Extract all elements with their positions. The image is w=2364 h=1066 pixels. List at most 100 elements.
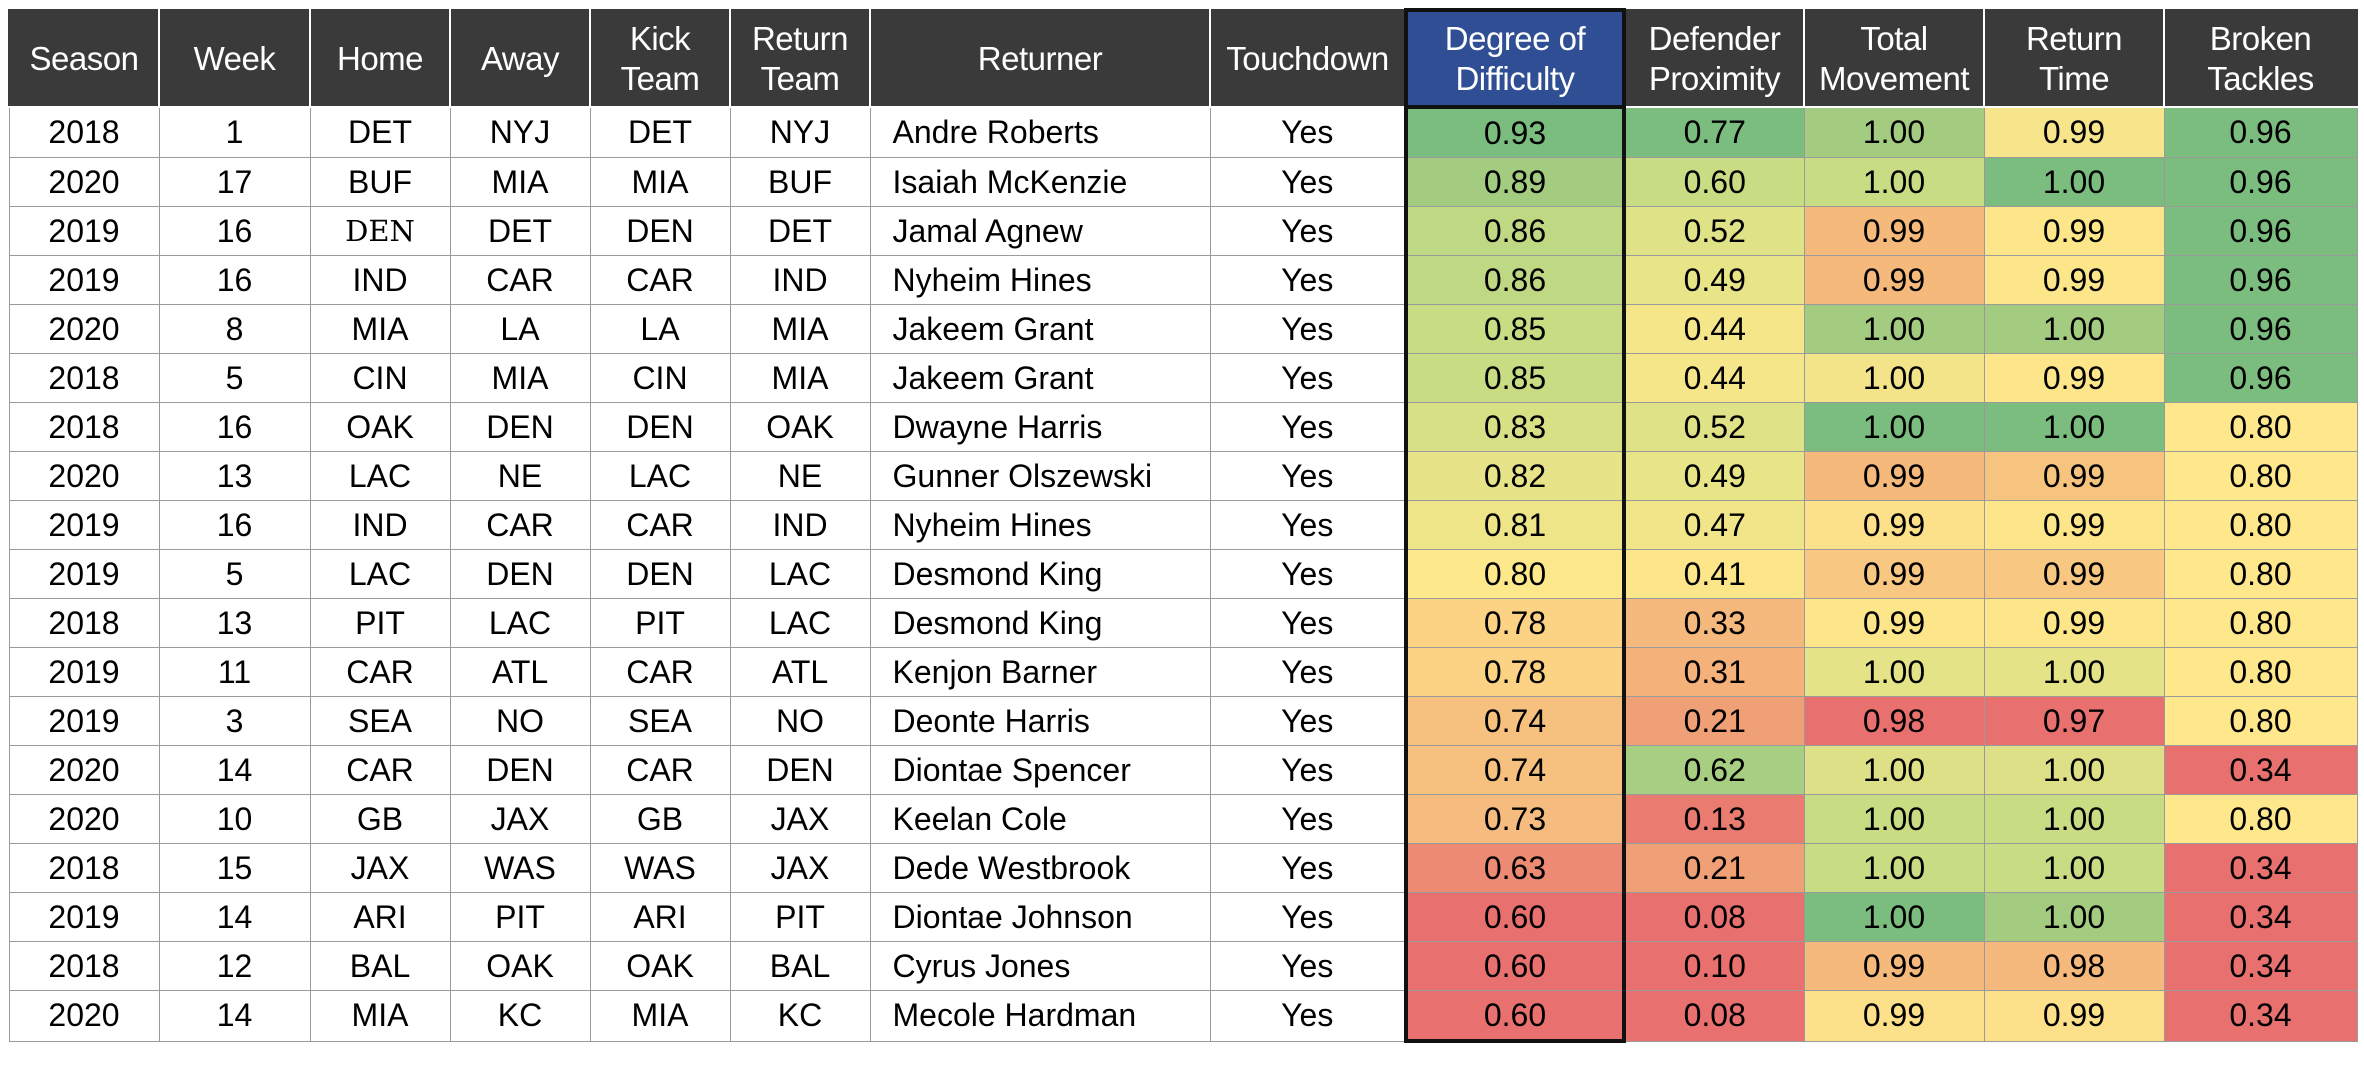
cell-total-movement: 1.00 xyxy=(1803,304,1985,354)
header-away[interactable]: Away xyxy=(449,9,591,108)
cell-home: SEA xyxy=(309,696,451,746)
cell-week: 14 xyxy=(158,745,311,795)
cell-return-time: 1.00 xyxy=(1983,892,2165,942)
cell-total-movement: 0.99 xyxy=(1803,941,1985,991)
cell-return-team: DET xyxy=(729,206,871,256)
cell-return-team: ATL xyxy=(729,647,871,697)
cell-defender-proximity: 0.08 xyxy=(1623,990,1805,1042)
cell-defender-proximity: 0.52 xyxy=(1623,206,1805,256)
cell-touchdown: Yes xyxy=(1209,990,1407,1042)
cell-returner: Kenjon Barner xyxy=(869,647,1211,697)
cell-defender-proximity: 0.49 xyxy=(1623,255,1805,305)
table-row: 2020 14 MIA KC MIA KC Mecole Hardman Yes 0.60 0.0… xyxy=(8,990,2358,1043)
cell-broken-tackles: 0.80 xyxy=(2163,402,2358,452)
cell-broken-tackles: 0.34 xyxy=(2163,745,2358,795)
cell-total-movement: 1.00 xyxy=(1803,745,1985,795)
cell-defender-proximity: 0.31 xyxy=(1623,647,1805,697)
cell-broken-tackles: 0.96 xyxy=(2163,157,2358,207)
cell-week: 13 xyxy=(158,598,311,648)
cell-home: MIA xyxy=(309,304,451,354)
cell-touchdown: Yes xyxy=(1209,892,1407,942)
cell-return-time: 0.99 xyxy=(1983,549,2165,599)
cell-away: DEN xyxy=(449,549,591,599)
cell-home: IND xyxy=(309,500,451,550)
cell-away: DEN xyxy=(449,745,591,795)
header-broken-tackles[interactable]: Broken Tackles xyxy=(2163,9,2358,108)
cell-touchdown: Yes xyxy=(1209,255,1407,305)
header-home[interactable]: Home xyxy=(309,9,451,108)
cell-broken-tackles: 0.80 xyxy=(2163,696,2358,746)
cell-week: 14 xyxy=(158,990,311,1042)
cell-return-time: 0.99 xyxy=(1983,598,2165,648)
cell-defender-proximity: 0.44 xyxy=(1623,353,1805,403)
cell-returner: Diontae Spencer xyxy=(869,745,1211,795)
cell-returner: Dede Westbrook xyxy=(869,843,1211,893)
cell-returner: Andre Roberts xyxy=(869,106,1211,158)
cell-away: MIA xyxy=(449,157,591,207)
cell-returner: Cyrus Jones xyxy=(869,941,1211,991)
cell-away: KC xyxy=(449,990,591,1042)
header-kick-team[interactable]: Kick Team xyxy=(589,9,731,108)
header-season[interactable]: Season xyxy=(8,9,160,108)
cell-away: ATL xyxy=(449,647,591,697)
cell-touchdown: Yes xyxy=(1209,500,1407,550)
cell-return-time: 0.99 xyxy=(1983,990,2165,1042)
header-total-movement[interactable]: Total Movement xyxy=(1803,9,1985,108)
cell-returner: Desmond King xyxy=(869,549,1211,599)
cell-season: 2020 xyxy=(8,451,160,501)
cell-week: 16 xyxy=(158,206,311,256)
table-row: 2018 5 CIN MIA CIN MIA Jakeem Grant Yes 0.85 0.44… xyxy=(8,353,2358,403)
header-degree-of-difficulty[interactable]: Degree of Difficulty xyxy=(1404,8,1626,109)
table-row: 2018 12 BAL OAK OAK BAL Cyrus Jones Yes 0.60 0.10… xyxy=(8,941,2358,991)
cell-total-movement: 0.98 xyxy=(1803,696,1985,746)
cell-touchdown: Yes xyxy=(1209,106,1407,158)
header-return-time[interactable]: Return Time xyxy=(1983,9,2165,108)
header-week[interactable]: Week xyxy=(158,9,311,108)
cell-return-team: JAX xyxy=(729,794,871,844)
cell-kick-team: LA xyxy=(589,304,731,354)
cell-kick-team: PIT xyxy=(589,598,731,648)
cell-degree-of-difficulty: 0.78 xyxy=(1404,598,1626,648)
cell-season: 2019 xyxy=(8,892,160,942)
cell-home: LAC xyxy=(309,549,451,599)
cell-return-team: IND xyxy=(729,500,871,550)
header-returner[interactable]: Returner xyxy=(869,9,1211,108)
cell-touchdown: Yes xyxy=(1209,353,1407,403)
cell-week: 17 xyxy=(158,157,311,207)
kick-return-table: Season Week Home Away Kick Team Return T… xyxy=(8,8,2358,1043)
cell-season: 2020 xyxy=(8,990,160,1042)
cell-return-team: OAK xyxy=(729,402,871,452)
cell-return-team: DEN xyxy=(729,745,871,795)
cell-season: 2018 xyxy=(8,941,160,991)
cell-returner: Jakeem Grant xyxy=(869,304,1211,354)
cell-returner: Deonte Harris xyxy=(869,696,1211,746)
cell-touchdown: Yes xyxy=(1209,157,1407,207)
cell-returner: Diontae Johnson xyxy=(869,892,1211,942)
cell-returner: Nyheim Hines xyxy=(869,500,1211,550)
cell-kick-team: DET xyxy=(589,106,731,158)
header-return-team[interactable]: Return Team xyxy=(729,9,871,108)
header-defender-proximity[interactable]: Defender Proximity xyxy=(1623,9,1805,108)
table-row: 2019 16 DEN DET DEN DET Jamal Agnew Yes 0.86 0.52… xyxy=(8,206,2358,256)
cell-week: 5 xyxy=(158,353,311,403)
cell-broken-tackles: 0.80 xyxy=(2163,794,2358,844)
cell-return-time: 0.99 xyxy=(1983,353,2165,403)
cell-home: MIA xyxy=(309,990,451,1042)
cell-kick-team: SEA xyxy=(589,696,731,746)
cell-season: 2018 xyxy=(8,843,160,893)
table-row: 2018 1 DET NYJ DET NYJ Andre Roberts Yes 0.93 0.7… xyxy=(8,106,2358,158)
cell-returner: Mecole Hardman xyxy=(869,990,1211,1042)
cell-touchdown: Yes xyxy=(1209,794,1407,844)
cell-defender-proximity: 0.47 xyxy=(1623,500,1805,550)
cell-touchdown: Yes xyxy=(1209,745,1407,795)
cell-degree-of-difficulty: 0.82 xyxy=(1404,451,1626,501)
cell-week: 16 xyxy=(158,500,311,550)
cell-season: 2018 xyxy=(8,106,160,158)
header-touchdown[interactable]: Touchdown xyxy=(1209,9,1407,108)
table-row: 2019 11 CAR ATL CAR ATL Kenjon Barner Yes 0.78 0.… xyxy=(8,647,2358,697)
cell-total-movement: 1.00 xyxy=(1803,794,1985,844)
cell-defender-proximity: 0.41 xyxy=(1623,549,1805,599)
cell-return-time: 0.98 xyxy=(1983,941,2165,991)
cell-away: LA xyxy=(449,304,591,354)
cell-return-time: 0.99 xyxy=(1983,500,2165,550)
